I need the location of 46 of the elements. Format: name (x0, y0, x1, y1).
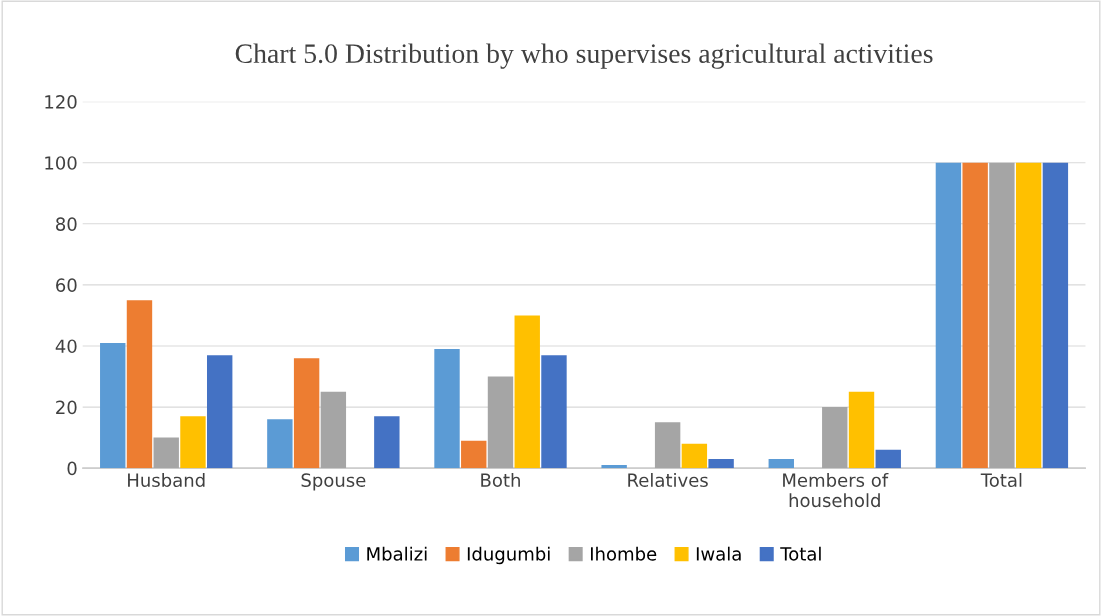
bar (434, 349, 460, 469)
x-tick-label: Spouse (301, 473, 366, 491)
bar (848, 391, 875, 469)
legend-label: Mbalizi (367, 546, 427, 561)
bar (320, 391, 347, 469)
bar (267, 419, 293, 469)
legend-label: Ihombe (590, 546, 657, 561)
bar (461, 440, 487, 469)
bar (126, 300, 153, 469)
bar (180, 416, 206, 469)
bar (541, 355, 567, 469)
bar (514, 315, 540, 469)
bar (989, 162, 1015, 469)
bar (962, 162, 988, 469)
y-tick-label: 20 (56, 400, 77, 415)
x-tick-label: Both (481, 473, 520, 487)
bar (654, 422, 681, 469)
x-tick-label: Relatives (628, 473, 708, 487)
y-tick-label: 40 (55, 339, 77, 354)
bar (822, 407, 848, 469)
x-tick-label: Total (980, 473, 1022, 487)
bar (1042, 162, 1069, 469)
bar (207, 355, 233, 469)
bar (708, 459, 734, 469)
y-tick-label: 0 (67, 461, 77, 476)
y-tick-label: 100 (45, 156, 77, 170)
x-tick-label: Members of household (783, 473, 889, 508)
y-tick-label: 60 (56, 278, 77, 293)
chart-title: Chart 5.0 Distribution by who supervises agricultural activities (235, 43, 933, 69)
bar (768, 459, 794, 469)
legend-label: Idugumbi (467, 546, 550, 565)
bar (601, 465, 627, 469)
bar (293, 358, 320, 469)
y-tick-label: 120 (45, 95, 77, 109)
y-tick-label: 80 (56, 217, 77, 231)
bar (1015, 162, 1042, 469)
x-tick-label: Husband (128, 473, 205, 487)
bar (374, 416, 400, 469)
bar (153, 437, 179, 469)
legend-label: Total (780, 546, 821, 561)
bar (875, 449, 901, 469)
bar (100, 342, 126, 469)
bar (935, 162, 962, 469)
bar (681, 443, 708, 469)
legend-label: Iwala (696, 546, 741, 561)
bar (487, 376, 514, 469)
